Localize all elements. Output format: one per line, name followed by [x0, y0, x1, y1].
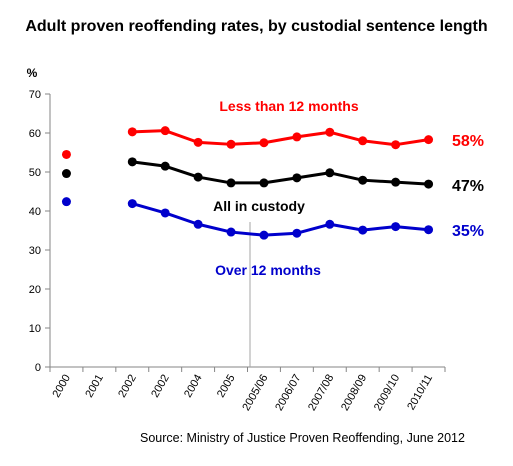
- data-point: [391, 222, 401, 232]
- x-tick-label: 2002: [116, 373, 139, 400]
- y-tick-label: 50: [29, 167, 41, 179]
- data-point: [424, 179, 434, 189]
- data-point: [61, 149, 71, 159]
- data-point: [259, 230, 269, 240]
- series-over-12-months: [61, 197, 434, 240]
- series-all-in-custody: [61, 157, 434, 189]
- chart-title: Adult proven reoffending rates, by custo…: [25, 18, 488, 35]
- data-point: [127, 199, 137, 209]
- end-label-less-than-12-months: 58%: [452, 133, 484, 150]
- x-tick-label: 2009/10: [372, 373, 402, 413]
- y-tick-label: 0: [35, 362, 41, 374]
- axes: [45, 93, 446, 372]
- data-point: [358, 136, 368, 146]
- x-tick-label: 2004: [182, 373, 205, 400]
- x-tick-label: 2006/07: [273, 373, 303, 413]
- data-point: [193, 137, 203, 147]
- data-point: [160, 161, 170, 171]
- annotation-over-12-months: Over 12 months: [215, 262, 321, 278]
- end-label-over-12-months: 35%: [452, 223, 484, 240]
- x-tick-label: 2005: [215, 373, 238, 400]
- end-label-all-in-custody: 47%: [452, 178, 484, 195]
- x-tick-label: 2010/11: [405, 373, 435, 413]
- data-point: [193, 219, 203, 229]
- data-point: [61, 169, 71, 179]
- data-point: [160, 208, 170, 218]
- y-tick-label: 70: [29, 89, 41, 101]
- x-tick-label: 2000: [50, 373, 73, 400]
- series-less-than-12-months: [61, 126, 434, 159]
- data-point: [193, 172, 203, 182]
- y-tick-label: 30: [29, 245, 41, 257]
- y-axis-label: %: [27, 66, 38, 80]
- data-point: [292, 132, 302, 142]
- x-tick-label: 2008/09: [339, 373, 369, 413]
- data-point: [391, 177, 401, 187]
- series-line: [132, 160, 429, 186]
- x-tick-label: 2007/08: [306, 373, 336, 413]
- data-point: [160, 126, 170, 136]
- series-line: [131, 202, 429, 237]
- data-point: [292, 228, 302, 238]
- data-point: [61, 197, 71, 207]
- data-point: [127, 127, 137, 137]
- y-tick-label: 60: [29, 128, 41, 140]
- data-point: [259, 138, 269, 148]
- series-lines: [61, 126, 434, 240]
- x-tick-labels: 2000 2001 2002 2002 2004 2005 2005/06 2006/07 20…: [50, 373, 435, 413]
- data-point: [325, 219, 335, 229]
- data-point: [325, 168, 335, 178]
- annotation-all-in-custody: All in custody: [213, 198, 305, 214]
- data-point: [226, 178, 236, 188]
- series-line: [132, 129, 429, 147]
- y-tick-label: 20: [29, 284, 41, 296]
- data-point: [424, 225, 434, 235]
- data-point: [358, 175, 368, 185]
- data-point: [259, 178, 269, 188]
- y-tick-label: 10: [29, 323, 41, 335]
- data-point: [226, 139, 236, 149]
- data-point: [325, 127, 335, 137]
- x-tick-label: 2005/06: [240, 373, 270, 413]
- data-point: [391, 140, 401, 150]
- x-tick-label: 2001: [83, 373, 106, 400]
- y-tick-labels: 0 10 20 30 40 50 60 70: [29, 89, 41, 374]
- data-point: [292, 173, 302, 183]
- data-point: [127, 157, 137, 167]
- data-point: [226, 227, 236, 237]
- x-tick-label: 2002: [149, 373, 172, 400]
- data-point: [424, 135, 434, 145]
- y-tick-label: 40: [29, 206, 41, 218]
- source-note: Source: Ministry of Justice Proven Reoff…: [140, 431, 465, 445]
- annotation-less-than-12-months: Less than 12 months: [219, 98, 358, 114]
- data-point: [358, 225, 368, 235]
